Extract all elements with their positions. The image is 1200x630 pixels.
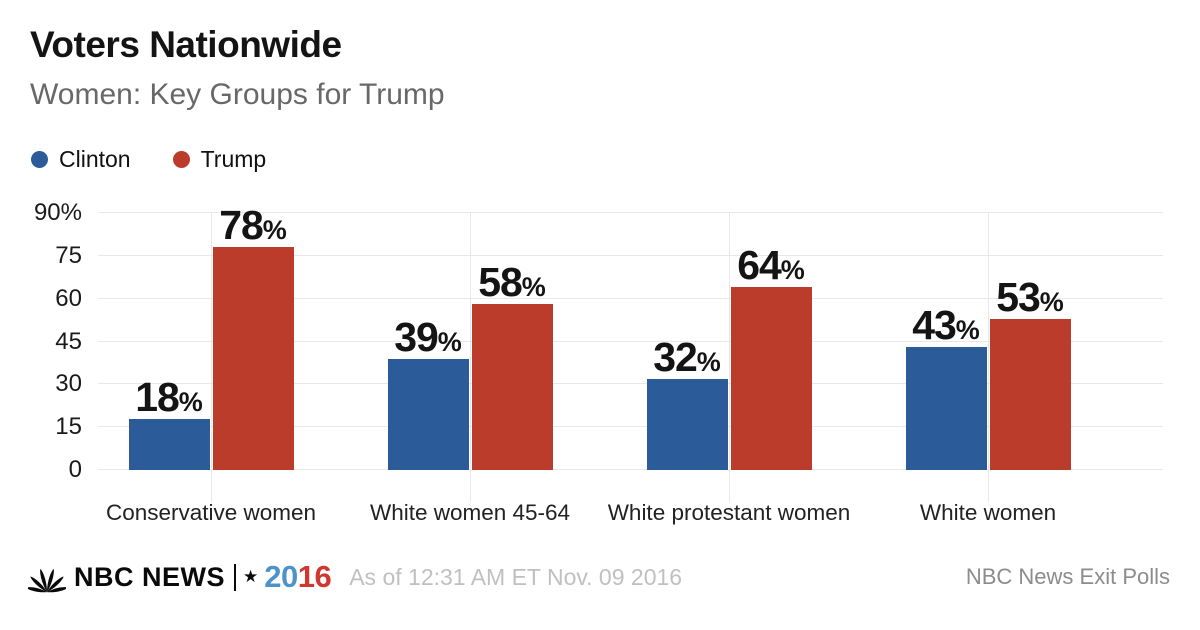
value-number: 18 bbox=[135, 373, 180, 420]
bar-trump-1: 78% bbox=[212, 205, 294, 470]
year-badge: 2016 bbox=[264, 559, 331, 595]
value-number: 32 bbox=[653, 333, 698, 380]
y-tick-label-75: 75 bbox=[55, 241, 82, 269]
value-percent-sign: % bbox=[178, 386, 203, 417]
category-label-2: White women 45-64 bbox=[369, 500, 571, 525]
separator-bar bbox=[234, 563, 236, 591]
bar-clinton-1: 18% bbox=[128, 376, 210, 470]
y-tick-label-0: 0 bbox=[68, 456, 82, 483]
bar-group-2: 39% 58% bbox=[387, 213, 553, 502]
value-percent-sign: % bbox=[262, 215, 287, 246]
gridline-15 bbox=[98, 426, 1163, 428]
gridline-45 bbox=[98, 340, 1163, 342]
page-subtitle: Women: Key Groups for Trump bbox=[30, 78, 445, 111]
bar-trump-4: 53% bbox=[989, 276, 1071, 470]
legend-label: Clinton bbox=[59, 146, 131, 172]
plot-area: 18% 78% 39% 58% 32% 64% 43% 53% bbox=[98, 205, 1163, 502]
gridline-75 bbox=[98, 254, 1163, 256]
value-number: 64 bbox=[737, 242, 782, 289]
legend-item-trump: Trump bbox=[172, 146, 267, 173]
value-label: 53% bbox=[996, 273, 1064, 320]
category-label-1: Conservative women bbox=[105, 500, 317, 525]
bar-trump-2: 58% bbox=[471, 262, 553, 470]
legend-swatch bbox=[31, 151, 48, 168]
bar-group-1: 18% 78% bbox=[128, 205, 294, 502]
value-label: 18% bbox=[135, 373, 203, 420]
legend-swatch bbox=[172, 151, 190, 168]
category-label-4: White women bbox=[919, 500, 1057, 525]
group-tick-line bbox=[470, 213, 471, 502]
gridline-60 bbox=[98, 297, 1163, 299]
category-axis: Conservative women White women 45-64 White… bbox=[98, 500, 1163, 526]
bar-group-3: 32% 64% bbox=[646, 213, 812, 502]
legend-item-clinton: Clinton bbox=[31, 146, 131, 173]
star-icon: ★ bbox=[243, 567, 259, 586]
brand-wordmark: NBC NEWS bbox=[74, 561, 225, 592]
value-percent-sign: % bbox=[437, 326, 462, 357]
category-cell: White women bbox=[905, 500, 1071, 526]
category-label-3: White protestant women bbox=[607, 500, 851, 525]
nbc-peacock-icon bbox=[28, 568, 66, 592]
value-number: 53 bbox=[996, 273, 1041, 320]
source-label: NBC News Exit Polls bbox=[965, 564, 1170, 589]
year-blue: 20 bbox=[264, 559, 298, 594]
y-tick-label-60: 60 bbox=[55, 284, 82, 312]
legend-label: Trump bbox=[200, 146, 267, 172]
value-label: 78% bbox=[219, 205, 287, 246]
value-percent-sign: % bbox=[780, 255, 805, 286]
value-number: 58 bbox=[478, 259, 523, 306]
legend: Clinton Trump bbox=[31, 146, 266, 173]
bar-group-4: 43% 53% bbox=[905, 213, 1071, 502]
y-tick-label-15: 15 bbox=[55, 413, 82, 441]
year-red: 16 bbox=[297, 559, 332, 594]
category-cell: White protestant women bbox=[608, 500, 851, 526]
category-cell: White women 45-64 bbox=[370, 500, 570, 526]
gridline-30 bbox=[98, 383, 1163, 385]
bar-trump-3: 64% bbox=[730, 245, 812, 470]
group-tick-line bbox=[211, 213, 212, 502]
bars-row: 18% 78% 39% 58% 32% 64% 43% 53% bbox=[98, 205, 1163, 502]
value-label: 39% bbox=[394, 313, 462, 360]
value-percent-sign: % bbox=[696, 346, 721, 377]
y-tick-label-30: 30 bbox=[55, 370, 82, 398]
value-percent-sign: % bbox=[521, 272, 546, 303]
gridline-0 bbox=[98, 469, 1163, 470]
group-tick-line bbox=[729, 213, 730, 502]
value-percent-sign: % bbox=[955, 315, 980, 346]
page-title: Voters Nationwide bbox=[30, 24, 342, 65]
bar-clinton-3: 32% bbox=[646, 336, 728, 470]
y-axis: 0 15 30 45 60 75 90% bbox=[20, 201, 82, 482]
value-number: 78 bbox=[219, 202, 264, 249]
y-tick-label-45: 45 bbox=[55, 327, 82, 355]
timestamp: As of 12:31 AM ET Nov. 09 2016 bbox=[349, 563, 683, 590]
bar-clinton-4: 43% bbox=[905, 305, 987, 470]
value-label: 43% bbox=[912, 305, 980, 346]
footer: NBC NEWS ★ 2016 As of 12:31 AM ET Nov. 0… bbox=[28, 556, 1170, 598]
bar-clinton-2: 39% bbox=[387, 316, 469, 470]
value-number: 43 bbox=[912, 302, 957, 349]
value-percent-sign: % bbox=[1039, 286, 1064, 317]
footer-brand-block: NBC NEWS ★ 2016 As of 12:31 AM ET Nov. 0… bbox=[28, 559, 682, 595]
value-label: 58% bbox=[478, 262, 546, 303]
value-label: 64% bbox=[737, 245, 805, 286]
value-label: 32% bbox=[653, 333, 721, 380]
group-tick-line bbox=[988, 213, 989, 502]
category-cell: Conservative women bbox=[106, 500, 316, 526]
value-number: 39 bbox=[394, 313, 439, 360]
gridline-90 bbox=[98, 212, 1163, 213]
y-tick-label-90: 90% bbox=[33, 199, 82, 226]
